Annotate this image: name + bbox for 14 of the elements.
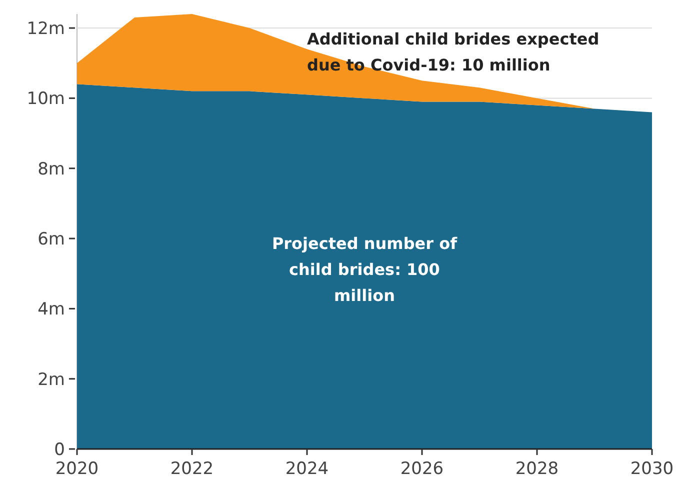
x-tick-label: 2020	[55, 459, 99, 479]
y-tick-label: 10m	[26, 89, 65, 110]
y-tick-label: 12m	[26, 18, 65, 39]
y-tick-label: 4m	[38, 300, 65, 320]
y-tick-label: 2m	[38, 370, 65, 390]
annotation: Projected number of child brides: 100 million	[272, 234, 458, 305]
x-tick-label: 2028	[515, 459, 559, 479]
y-tick-label: 8m	[38, 159, 65, 180]
y-tick-label: 6m	[38, 229, 65, 250]
x-tick-label: 2026	[400, 459, 444, 479]
y-tick-label: 0	[54, 440, 65, 460]
x-tick-label: 2022	[170, 459, 214, 479]
x-tick-label: 2024	[285, 459, 329, 479]
x-tick-label: 2030	[630, 459, 674, 479]
